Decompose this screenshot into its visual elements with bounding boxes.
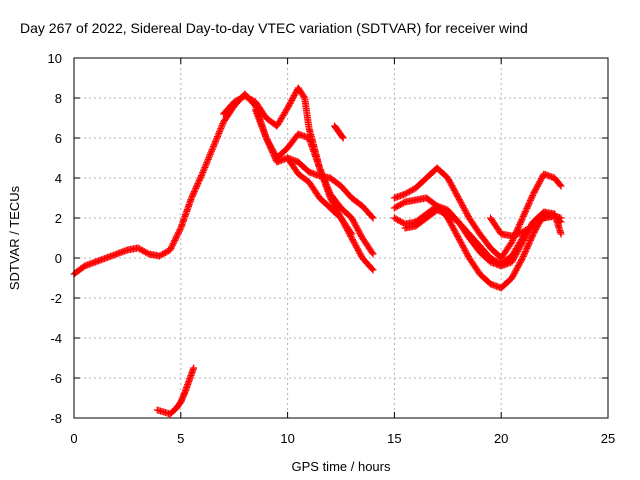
x-tick-label: 0: [70, 431, 77, 446]
x-tick-label: 20: [494, 431, 508, 446]
y-tick-label: 6: [55, 131, 62, 146]
series-markers: [284, 154, 356, 238]
y-tick-label: -6: [50, 371, 62, 386]
x-tick-label: 25: [601, 431, 615, 446]
x-axis-label: GPS time / hours: [292, 459, 391, 474]
x-tick-label: 5: [177, 431, 184, 446]
y-axis-ticks: -8 -6 -4 -2 0 2 4 6 8 10: [48, 51, 608, 426]
y-tick-label: 0: [55, 251, 62, 266]
grid-lines: [74, 58, 608, 418]
y-tick-label: 2: [55, 211, 62, 226]
plot-frame: [73, 57, 609, 419]
series-markers: [487, 210, 559, 240]
y-tick-label: -8: [50, 411, 62, 426]
series-evening-e: [487, 210, 559, 240]
y-tick-label: 10: [48, 51, 62, 66]
series-negative-segment: [153, 364, 198, 418]
series-markers: [153, 364, 198, 418]
series-segment-12h: [331, 122, 347, 142]
series-markers: [331, 122, 347, 142]
series-markers: [70, 90, 377, 278]
series-track-lower: [284, 154, 356, 238]
x-tick-label: 15: [387, 431, 401, 446]
y-axis-label: SDTVAR / TECUs: [7, 185, 22, 290]
y-tick-label: -2: [50, 291, 62, 306]
chart-title: Day 267 of 2022, Sidereal Day-to-day VTE…: [20, 20, 528, 36]
y-tick-label: 8: [55, 91, 62, 106]
x-axis-ticks: 0 5 10 15 20 25: [70, 58, 615, 446]
data-marks: [70, 84, 565, 418]
y-tick-label: -4: [50, 331, 62, 346]
series-main-track: [70, 90, 377, 278]
y-tick-label: 4: [55, 171, 62, 186]
x-tick-label: 10: [280, 431, 294, 446]
